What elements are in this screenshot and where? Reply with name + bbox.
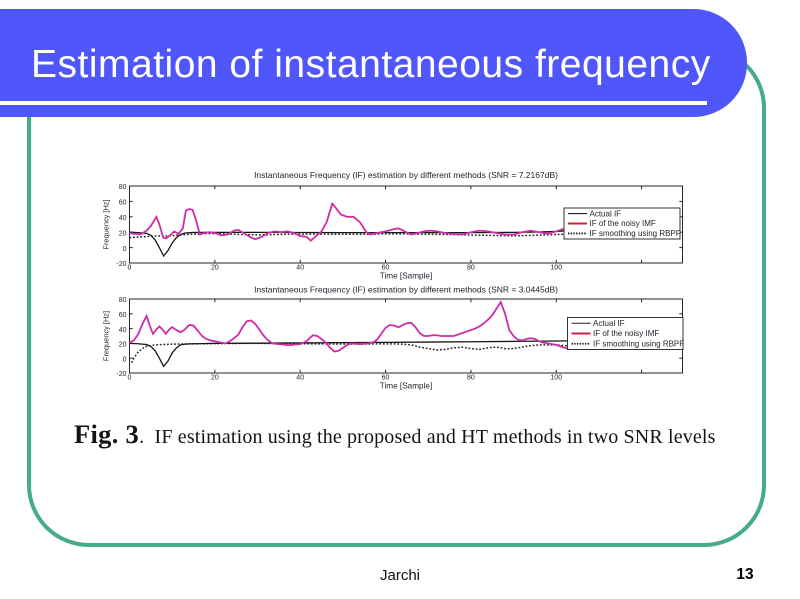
svg-text:80: 80	[119, 297, 127, 304]
svg-text:80: 80	[467, 265, 475, 272]
svg-text:80: 80	[467, 375, 475, 382]
svg-text:40: 40	[296, 265, 304, 272]
svg-text:Instantaneous Frequency (IF) e: Instantaneous Frequency (IF) estimation …	[254, 170, 558, 180]
svg-text:40: 40	[296, 375, 304, 382]
svg-text:0: 0	[123, 356, 127, 363]
svg-text:20: 20	[211, 375, 219, 382]
svg-text:60: 60	[119, 312, 127, 319]
svg-text:60: 60	[119, 200, 127, 207]
svg-text:40: 40	[119, 215, 127, 222]
svg-text:40: 40	[119, 327, 127, 334]
svg-text:0: 0	[128, 375, 132, 382]
svg-text:100: 100	[550, 375, 562, 382]
svg-text:0: 0	[128, 265, 132, 272]
svg-text:Frequency [Hz]: Frequency [Hz]	[102, 311, 111, 361]
svg-text:Actual IF: Actual IF	[590, 209, 622, 218]
svg-text:IF smoothing using RBPF: IF smoothing using RBPF	[590, 229, 681, 238]
svg-text:-20: -20	[116, 371, 126, 378]
svg-text:100: 100	[550, 265, 562, 272]
svg-text:60: 60	[382, 265, 390, 272]
svg-text:IF smoothing using RBPF: IF smoothing using RBPF	[593, 339, 684, 348]
svg-text:20: 20	[119, 230, 127, 237]
svg-text:Time [Sample]: Time [Sample]	[380, 272, 432, 281]
svg-text:20: 20	[211, 265, 219, 272]
svg-text:60: 60	[382, 375, 390, 382]
svg-text:IF of the noisy IMF: IF of the noisy IMF	[593, 329, 659, 338]
svg-text:Time [Sample]: Time [Sample]	[380, 382, 432, 391]
svg-text:-20: -20	[116, 261, 126, 268]
svg-text:Instantaneous Frequency (IF) e: Instantaneous Frequency (IF) estimation …	[254, 285, 558, 295]
svg-text:20: 20	[119, 342, 127, 349]
svg-text:Frequency [Hz]: Frequency [Hz]	[102, 199, 111, 249]
svg-text:IF of the noisy IMF: IF of the noisy IMF	[590, 219, 656, 228]
svg-text:0: 0	[123, 246, 127, 253]
svg-text:Actual IF: Actual IF	[593, 319, 625, 328]
svg-text:80: 80	[119, 184, 127, 191]
